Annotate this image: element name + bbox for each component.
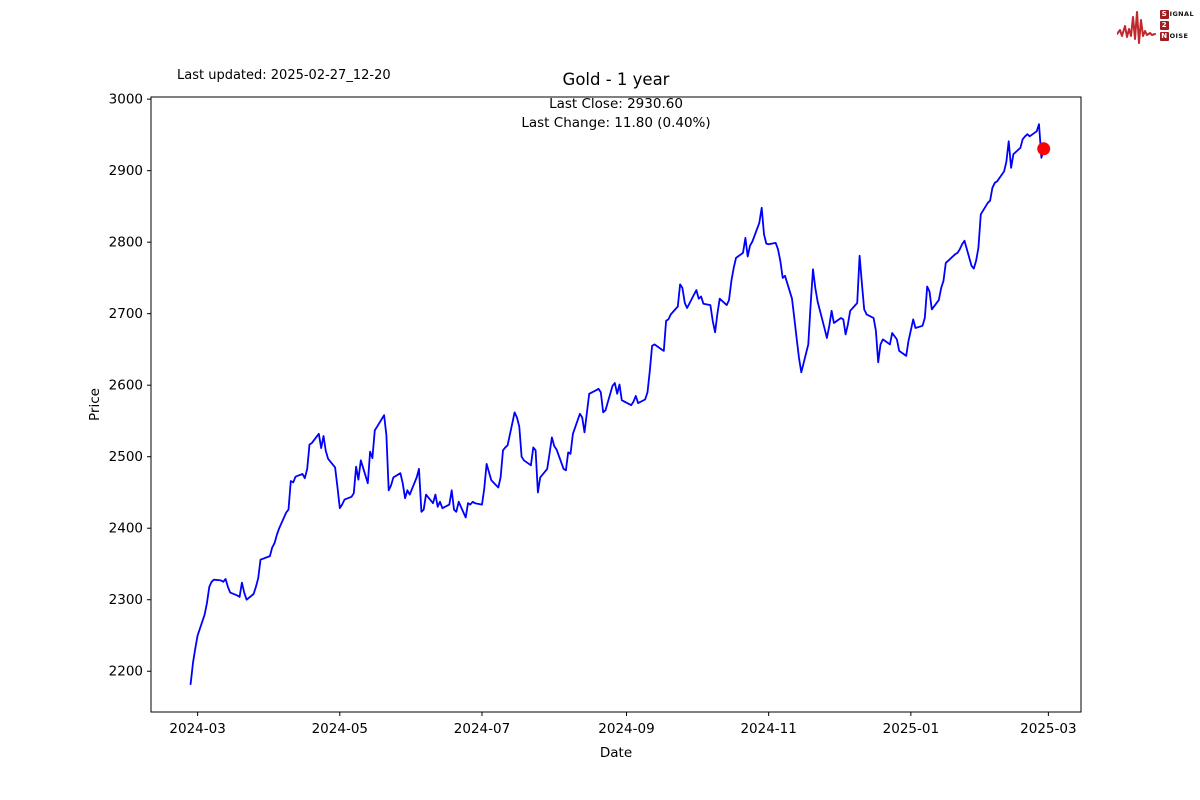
y-tick-label: 2400: [109, 521, 143, 537]
x-tick-label: 2024-07: [454, 721, 510, 737]
logo-text: S IGNAL 2 N OISE: [1159, 9, 1194, 41]
heartbeat-waveform-icon: [1116, 11, 1156, 44]
last-price-marker: [1037, 142, 1051, 156]
logo-letterbox-s: S: [1159, 9, 1169, 19]
x-tick-label: 2025-01: [883, 721, 939, 737]
x-tick-label: 2025-03: [1020, 721, 1076, 737]
y-axis-label: Price: [87, 388, 103, 421]
y-tick-label: 2800: [109, 235, 143, 251]
y-tick-label: 3000: [109, 92, 143, 108]
x-tick-label: 2024-03: [169, 721, 225, 737]
y-tick-label: 2600: [109, 378, 143, 394]
y-tick-label: 2900: [109, 163, 143, 179]
x-axis-label: Date: [600, 745, 632, 761]
signal2noise-logo: S IGNAL 2 N OISE: [1116, 5, 1194, 45]
price-line: [189, 123, 1045, 685]
y-tick-label: 2500: [109, 449, 143, 465]
y-tick-label: 2200: [109, 664, 143, 680]
last-close-line: Last Close: 2930.60: [549, 96, 683, 112]
plot-frame: [150, 96, 1082, 713]
last-close-annotation: Last Close: 2930.60 Last Change: 11.80 (…: [521, 95, 710, 133]
logo-row-signal: S IGNAL: [1159, 9, 1194, 19]
x-tick-label: 2024-11: [740, 721, 796, 737]
y-tick-label: 2700: [109, 306, 143, 322]
logo-letterbox-n: N: [1159, 31, 1169, 41]
last-change-line: Last Change: 11.80 (0.40%): [521, 115, 711, 131]
y-tick-label: 2300: [109, 592, 143, 608]
x-tick-label: 2024-05: [312, 721, 368, 737]
chart-title: Gold - 1 year: [562, 70, 670, 89]
last-updated-text: Last updated: 2025-02-27_12-20: [177, 68, 391, 83]
x-tick-label: 2024-09: [598, 721, 654, 737]
logo-row-2: 2: [1159, 20, 1194, 30]
logo-row-noise: N OISE: [1159, 31, 1189, 41]
logo-letterbox-2: 2: [1159, 20, 1169, 30]
